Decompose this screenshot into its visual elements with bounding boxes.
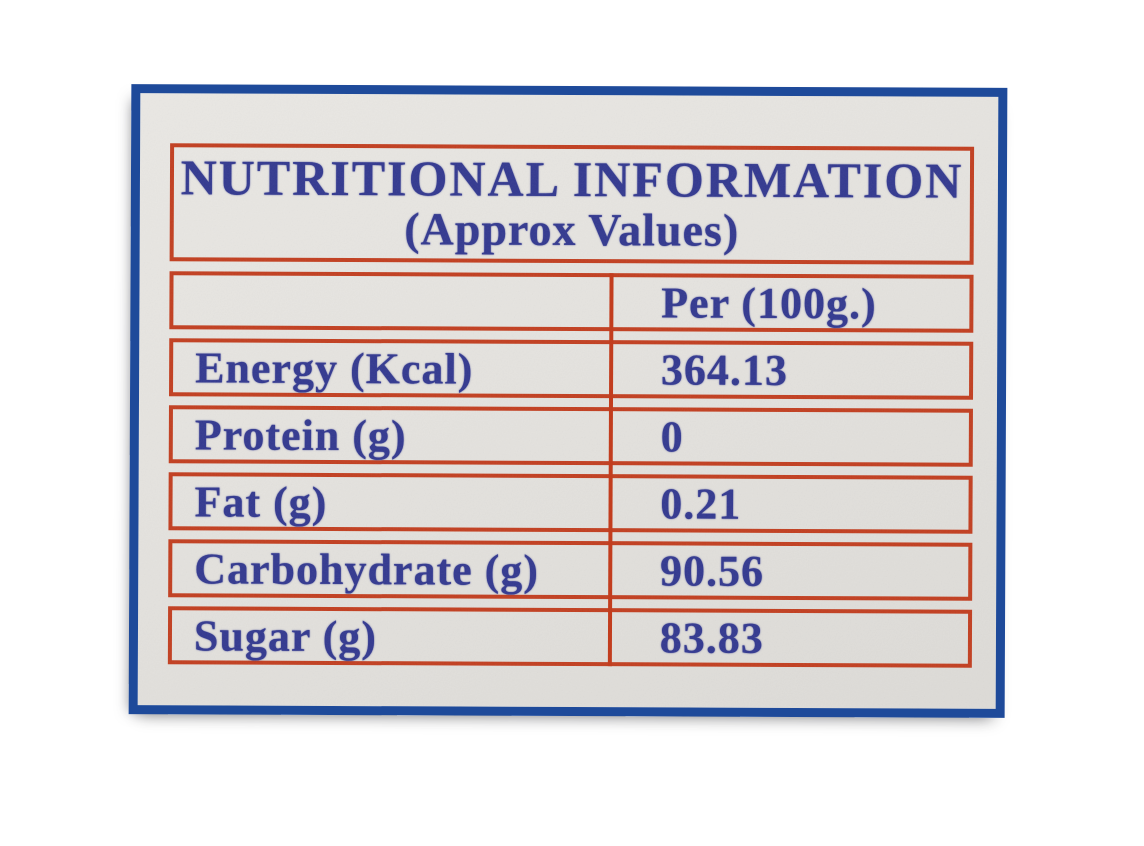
table-row-energy: Energy (Kcal) 364.13 [169,338,974,400]
nutrition-table: Per (100g.) Energy (Kcal) 364.13 Protein… [167,271,974,668]
label-subtitle: (Approx Values) [404,203,740,256]
table-row-sugar: Sugar (g) 83.83 [167,606,973,668]
row-value-cell: 0.21 [660,478,742,529]
row-value-cell: 0 [660,411,684,462]
table-row-protein: Protein (g) 0 [168,405,973,467]
row-label-cell: Sugar (g) [193,610,378,661]
table-row-fat: Fat (g) 0.21 [168,472,973,534]
column-header-row: Per (100g.) [169,271,974,333]
row-label-cell: Fat (g) [194,476,328,527]
row-label-cell [173,300,611,302]
per-100g-header: Per (100g.) [661,277,877,328]
table-row-carbohydrate: Carbohydrate (g) 90.56 [168,539,973,601]
row-value-cell: 90.56 [659,545,765,596]
row-label-cell: Protein (g) [194,409,407,460]
row-label-cell: Energy (Kcal) [195,342,474,394]
label-title: NUTRITIONAL INFORMATION [180,149,964,209]
row-label-cell: Carbohydrate (g) [194,543,540,595]
nutrition-label: NUTRITIONAL INFORMATION (Approx Values) … [128,84,1008,718]
row-value-cell: 83.83 [659,612,764,663]
title-box: NUTRITIONAL INFORMATION (Approx Values) [169,143,975,265]
row-value-cell: 364.13 [660,344,789,395]
